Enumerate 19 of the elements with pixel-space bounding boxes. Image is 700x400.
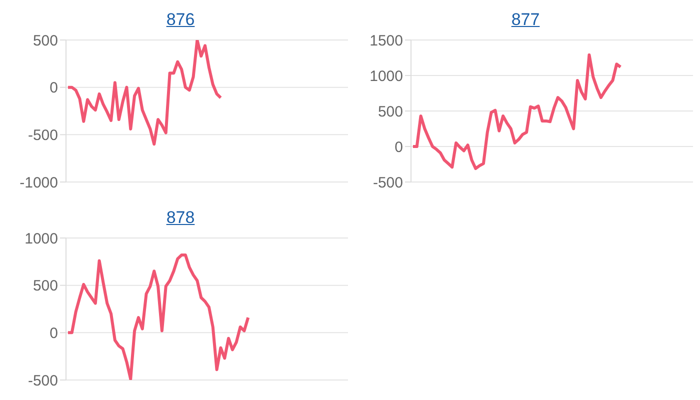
y-tick-label: 1000 xyxy=(24,230,58,248)
chart-title: 877 xyxy=(511,10,540,29)
chart-title: 876 xyxy=(166,10,195,29)
y-tick-label: -500 xyxy=(372,174,403,192)
y-tick-label: 500 xyxy=(32,32,58,50)
line-series xyxy=(66,254,250,380)
y-tick-label: -500 xyxy=(28,372,58,390)
y-tick-label: 1000 xyxy=(370,68,403,85)
y-tick-label: 1500 xyxy=(370,32,403,50)
y-tick-label: 0 xyxy=(50,324,58,342)
y-tick-label: 0 xyxy=(394,138,403,156)
y-tick-label: -1000 xyxy=(20,174,58,192)
line-series xyxy=(411,53,622,170)
chart-title: 878 xyxy=(166,208,195,227)
y-tick-label: 0 xyxy=(50,80,58,97)
y-tick-label: -500 xyxy=(28,126,58,144)
line-series xyxy=(66,40,222,146)
y-tick-label: 500 xyxy=(32,278,58,295)
y-tick-label: 500 xyxy=(378,103,403,120)
